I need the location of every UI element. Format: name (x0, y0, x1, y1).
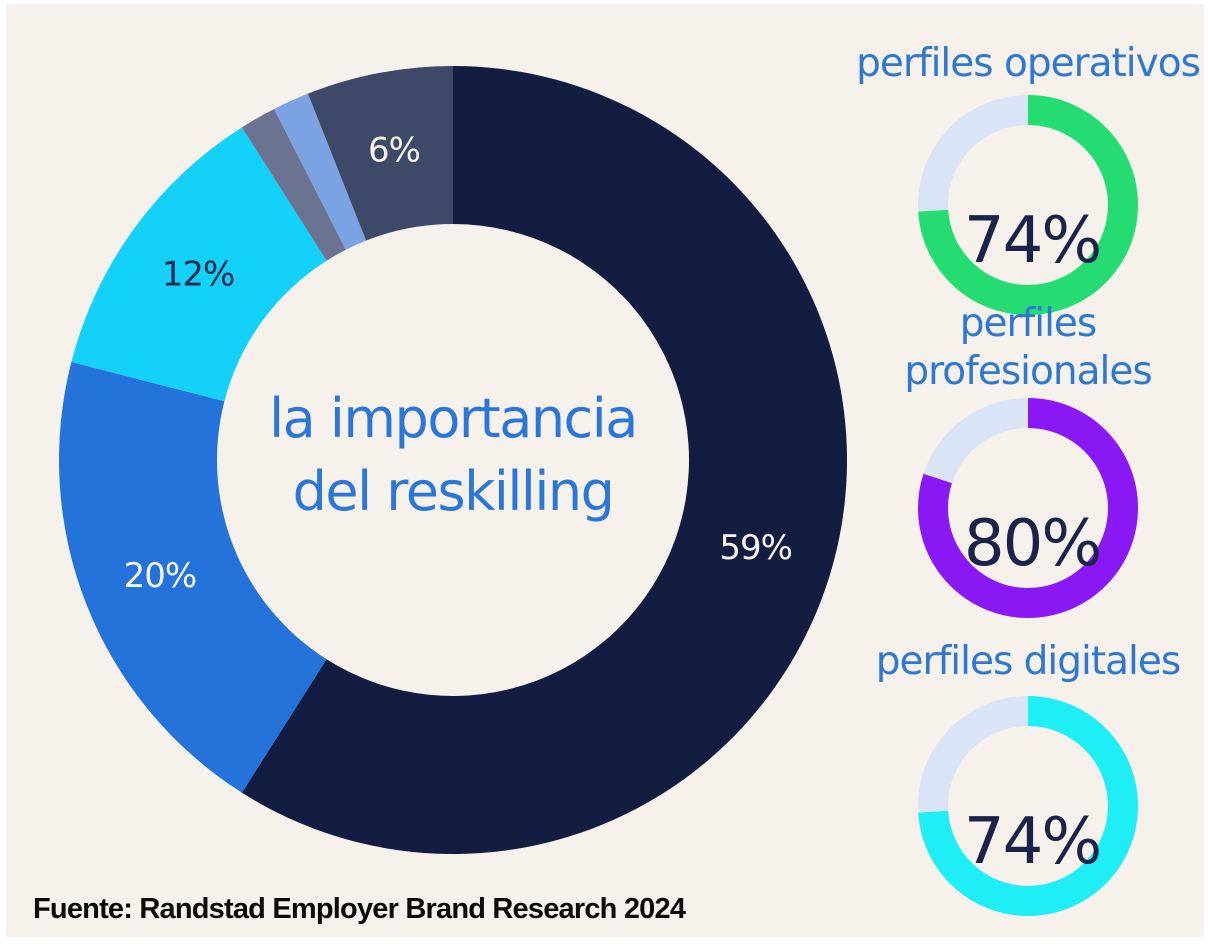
gauge-value-perfiles-profesionales: 80% (963, 507, 1102, 581)
donut-slice-minor-4 (274, 93, 367, 250)
gauge-perfiles-profesionales: perfiles profesionales 80% (853, 300, 1203, 619)
donut-slice-label: 6% (368, 130, 420, 170)
gauge-arc (918, 95, 1138, 315)
gauge-title-line: perfiles (959, 301, 1098, 346)
gauge-perfiles-digitales: perfiles digitales 74% (853, 638, 1203, 917)
gauge-ring-perfiles-profesionales (918, 398, 1138, 618)
donut-slice-59pct (241, 66, 847, 854)
donut-slice-label: 20% (124, 556, 197, 596)
donut-slice-minor-3 (241, 108, 346, 261)
gauge-perfiles-operativos: perfiles operativos 74% (853, 40, 1203, 316)
chart-center-title-line2: del reskilling (292, 460, 615, 523)
gauge-ring-perfiles-digitales (918, 696, 1138, 916)
gauge-body: 74% (917, 695, 1139, 917)
gauge-title-perfiles-profesionales: perfiles profesionales (853, 300, 1203, 397)
gauge-body: 80% (917, 397, 1139, 619)
donut-slice-label: 12% (162, 255, 235, 295)
gauge-ring-perfiles-operativos (918, 95, 1138, 315)
gauge-value-perfiles-digitales: 74% (963, 805, 1102, 879)
donut-slice-6pct (307, 66, 453, 241)
gauge-arc (918, 696, 1138, 916)
gauge-body: 74% (917, 94, 1139, 316)
donut-slice-12pct (71, 127, 327, 402)
donut-slice-label: 59% (719, 528, 792, 568)
chart-center-title-line1: la importancia (269, 387, 638, 450)
gauge-title-perfiles-operativos: perfiles operativos (853, 40, 1203, 94)
gauge-arc (918, 398, 1138, 618)
infographic-panel: 59% 20% 12% 6% la importancia del reskillin… (6, 4, 1204, 937)
donut-slice-20pct (59, 362, 327, 793)
gauge-title-perfiles-digitales: perfiles digitales (853, 638, 1203, 695)
source-caption: Fuente: Randstad Employer Brand Research… (33, 893, 686, 925)
reskilling-donut-chart: 59% 20% 12% 6% (59, 66, 847, 854)
chart-center-title: la importancia del reskilling (223, 382, 683, 528)
gauge-title-line: perfiles digitales (875, 639, 1181, 684)
gauge-title-line: perfiles operativos (856, 41, 1201, 86)
gauge-value-perfiles-operativos: 74% (963, 204, 1102, 278)
gauge-title-line: profesionales (904, 349, 1152, 394)
